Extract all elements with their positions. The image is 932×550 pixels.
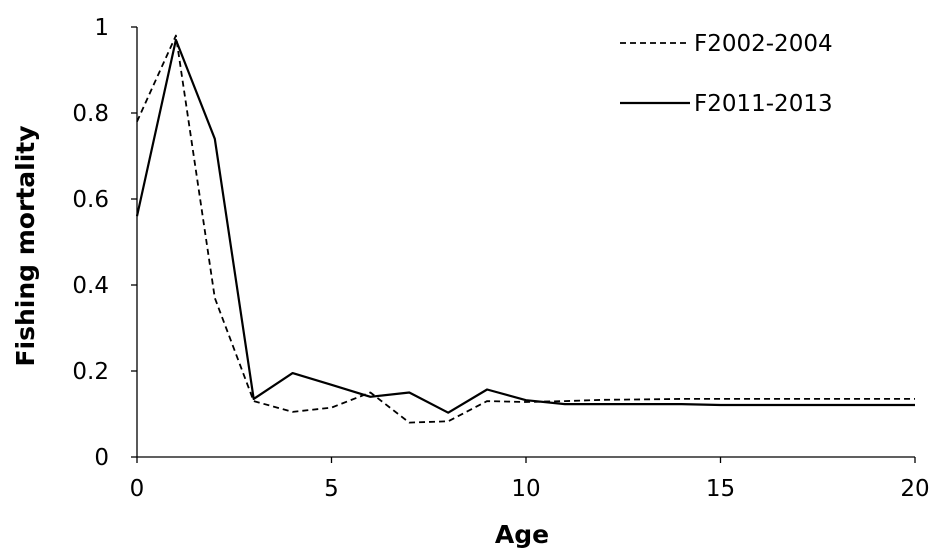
series-layer — [135, 34, 915, 424]
y-ticks: 0 0.2 0.4 0.6 0.8 1 — [72, 15, 137, 471]
y-axis-title: Fishing mortality — [11, 125, 40, 366]
y-tick-label: 0.8 — [72, 101, 109, 127]
y-tick-label: 0 — [94, 445, 109, 471]
series-line-f2011-2013 — [135, 38, 915, 414]
legend-label: F2011-2013 — [694, 91, 833, 117]
series-line-f2002-2004 — [136, 34, 915, 424]
x-tick-label: 0 — [130, 476, 145, 502]
y-tick-label: 0.6 — [72, 187, 109, 213]
x-tick-label: 5 — [324, 476, 339, 502]
x-tick-label: 10 — [511, 476, 540, 502]
y-tick-label: 0.4 — [72, 273, 109, 299]
legend: F2002-2004 F2011-2013 — [620, 31, 833, 117]
x-ticks: 0 5 10 15 20 — [130, 457, 930, 502]
x-axis-title: Age — [495, 520, 549, 549]
x-tick-label: 15 — [706, 476, 735, 502]
y-tick-label: 1 — [94, 15, 109, 41]
x-tick-label: 20 — [900, 476, 929, 502]
y-tick-label: 0.2 — [72, 359, 109, 385]
legend-label: F2002-2004 — [694, 31, 833, 57]
